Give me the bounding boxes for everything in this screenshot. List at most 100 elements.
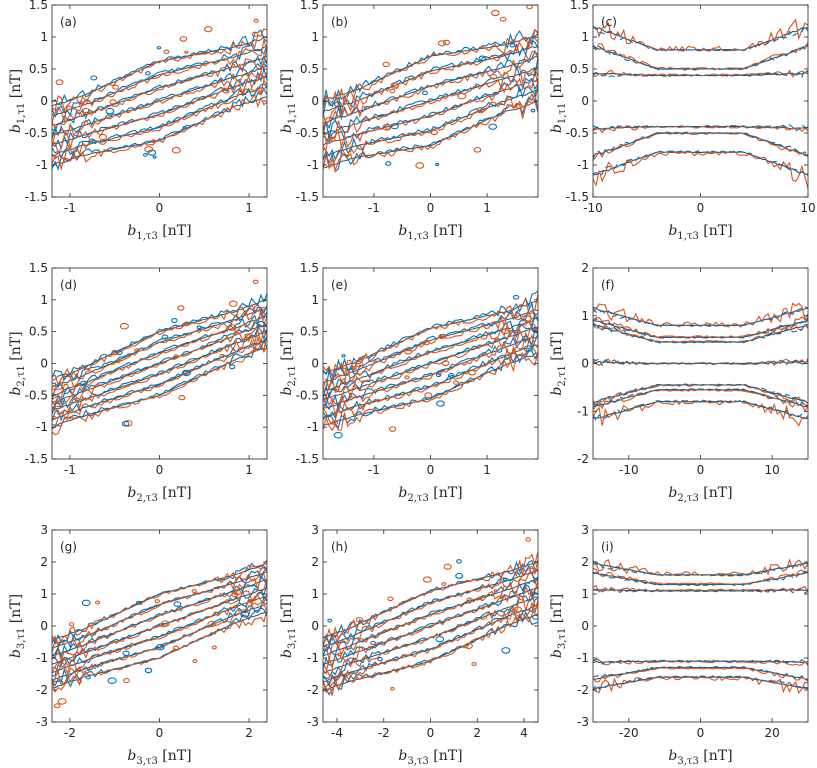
contour-island	[387, 596, 394, 602]
contour-island	[123, 677, 130, 684]
panel-label: (c)	[601, 15, 617, 29]
model-contour	[323, 301, 538, 390]
contour-island	[80, 380, 88, 387]
y-tick-label: 2	[581, 261, 589, 275]
data-contour	[323, 551, 538, 643]
contour-island	[105, 107, 115, 115]
contour-island	[142, 152, 148, 157]
y-tick-label: 0	[581, 357, 589, 371]
x-tick-label: 0	[427, 201, 435, 215]
x-axis-label: b2,τ3 [nT]	[398, 485, 462, 504]
contour-island	[192, 659, 198, 663]
x-tick-label: 10	[800, 201, 815, 215]
data-contour	[323, 607, 538, 696]
panel-b-contours	[323, 5, 538, 173]
contour-island	[151, 139, 156, 143]
contour-island	[81, 107, 91, 115]
contour-island	[531, 326, 538, 333]
contour-island	[121, 420, 130, 427]
model-contour	[52, 83, 267, 159]
contour-island	[53, 703, 61, 709]
panel-label: (a)	[60, 15, 77, 29]
y-axis-label: b1,τ1 [nT]	[8, 69, 27, 133]
panel-d: -1 0 1 -1.5 -1 -0.5 0 0.5 1 1.5 (d) b2,τ3 [nT] b2,τ1…	[8, 261, 268, 504]
model-contour	[52, 293, 267, 381]
data-contour	[323, 92, 538, 173]
x-tick-label: -1	[368, 463, 380, 477]
contour-island	[341, 354, 346, 358]
data-contour	[52, 78, 267, 163]
y-tick-label: 0	[311, 619, 319, 633]
data-contour	[52, 566, 267, 654]
data-contour	[323, 588, 538, 678]
contour-island	[184, 50, 189, 54]
contour-island	[377, 657, 383, 662]
contour-island	[252, 279, 259, 285]
contour-island	[468, 369, 476, 376]
model-contour	[323, 583, 538, 670]
contour-island	[389, 686, 395, 691]
y-tick-label: 1	[581, 30, 589, 44]
x-axis-label: b1,τ3 [nT]	[398, 223, 462, 242]
x-axis-label: b3,τ3 [nT]	[398, 748, 462, 767]
model-contour	[52, 336, 267, 422]
contour-island	[52, 385, 57, 390]
y-tick-label: 3	[581, 523, 589, 537]
contour-island	[333, 101, 342, 108]
contour-island	[204, 26, 213, 33]
contour-island	[457, 92, 467, 100]
y-tick-label: -3	[36, 715, 48, 729]
panel-c-contours	[593, 18, 808, 189]
contour-island	[171, 146, 181, 154]
data-contour	[52, 559, 267, 645]
data-contour	[52, 93, 267, 171]
data-contour	[52, 325, 267, 416]
model-contour	[323, 50, 538, 130]
y-tick-label: -0.5	[25, 388, 48, 402]
data-contour	[323, 293, 538, 379]
x-tick-label: 4	[520, 726, 528, 740]
y-tick-label: -0.5	[566, 126, 589, 140]
x-tick-label: 0	[427, 463, 435, 477]
contour-island	[115, 359, 121, 364]
y-tick-label: -0.5	[296, 388, 319, 402]
model-contour	[593, 675, 808, 692]
y-tick-label: 0.5	[29, 325, 48, 339]
y-axis-label: b3,τ1 [nT]	[8, 594, 27, 658]
contour-island	[179, 36, 188, 42]
y-tick-label: -2	[36, 683, 48, 697]
y-tick-label: -0.5	[296, 126, 319, 140]
contour-island	[502, 578, 507, 582]
contour-island	[501, 647, 511, 654]
contour-island	[337, 652, 342, 657]
model-contour	[593, 658, 808, 665]
y-tick-label: 1	[581, 587, 589, 601]
panel-e-contours	[323, 290, 538, 439]
contour-island	[442, 39, 451, 46]
data-contour	[323, 322, 538, 411]
contour-island	[253, 18, 259, 23]
y-tick-label: -1	[307, 420, 319, 434]
contour-island	[501, 328, 509, 335]
model-contour	[593, 69, 808, 78]
y-tick-label: -1	[307, 158, 319, 172]
contour-island	[55, 79, 64, 86]
contour-island	[173, 354, 179, 358]
contour-island	[163, 49, 170, 54]
panel-h: -4 -2 0 2 4 -3 -2 -1 0 1 2 3 (h) b3,τ3 [nT] b3,τ1 [nT]	[279, 523, 539, 767]
contour-island	[228, 300, 238, 307]
y-tick-label: -1	[577, 404, 589, 418]
panel-h-contours	[323, 537, 538, 696]
panel-label: (h)	[331, 540, 348, 554]
data-contour	[593, 18, 808, 52]
x-tick-label: -2	[378, 726, 390, 740]
data-contour	[593, 150, 808, 189]
contour-island	[512, 294, 520, 300]
y-tick-label: -1	[36, 158, 48, 172]
data-contour	[52, 579, 267, 674]
y-tick-label: 1	[311, 30, 319, 44]
x-tick-label: -1	[64, 201, 76, 215]
x-tick-label: -20	[619, 726, 639, 740]
contour-island	[490, 9, 500, 17]
y-tick-label: 1	[311, 587, 319, 601]
